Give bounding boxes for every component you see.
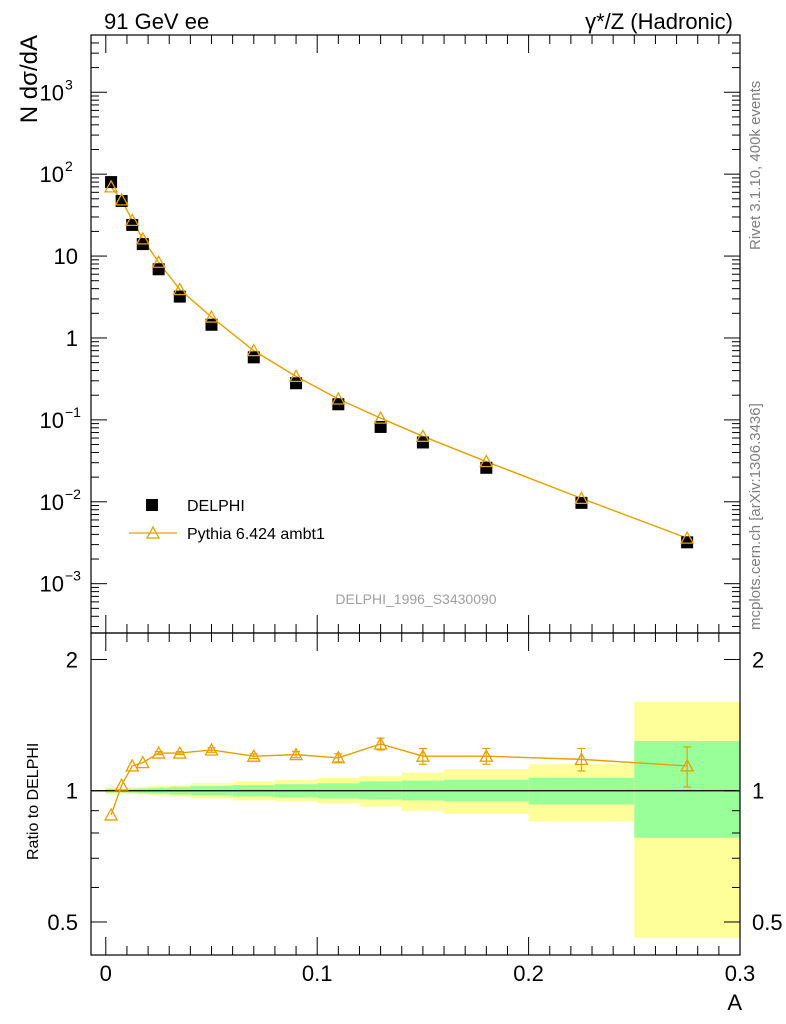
ratio-point [246,748,261,762]
data-point [416,436,429,449]
mc-curve [110,186,688,539]
mc-point [331,391,346,405]
data-point [681,536,694,549]
ratio-point [479,748,494,762]
data-point [290,377,303,390]
legend-marker-data [146,499,158,511]
header-right: γ*/Z (Hadronic) [585,9,733,34]
ratio-point [204,742,219,756]
ratio-y-tick-label: 0.5 [47,910,78,935]
ratio-y-tick-label-right: 1 [752,779,764,804]
ratio-y-tick-label-right: 2 [752,647,764,672]
ratio-point [373,736,388,750]
mc-point [151,254,166,268]
y-tick-label: 1 [66,326,78,351]
data-point [152,263,165,276]
ratio-y-tick-label: 1 [66,779,78,804]
main-panel-frame [90,34,741,634]
ratio-y-tick-label-right: 0.5 [752,910,783,935]
data-point [480,461,493,474]
y-tick-label: 10 [40,572,64,597]
y-tick-exponent: −1 [65,404,81,420]
ratio-panel-content [103,736,695,821]
data-point [115,195,128,208]
mc-point [125,212,140,226]
ratio-bands [105,701,740,938]
watermark: DELPHI_1996_S3430090 [335,591,496,607]
mc-point [415,428,430,442]
ratio-panel-frame [90,632,741,956]
ratio-point [288,747,304,761]
y-tick-label: 10 [40,408,64,433]
ratio-y-tick-label: 2 [66,647,78,672]
x-tick-label: 0.1 [302,961,333,986]
y-tick-exponent: 3 [65,76,73,92]
ratio-x-ticks: 0 0.1 0.2 0.3 [100,633,756,986]
ratio-point [114,777,129,791]
ratio-y-axis-label: Ratio to DELPHI [25,743,42,860]
main-y-axis-label: N dσ/dA [16,35,43,123]
header-left: 91 GeV ee [104,9,209,34]
legend-label-data: DELPHI [187,498,245,515]
y-tick-exponent: −3 [65,568,81,584]
ratio-point [415,748,430,762]
ratio-point [574,752,589,766]
data-point [205,318,218,331]
y-tick-label: 10 [40,80,64,105]
x-tick-label: 0.2 [513,961,544,986]
mc-point [135,231,150,245]
mc-point [172,282,187,296]
ratio-point [151,745,166,759]
main-panel-content [103,176,695,549]
y-tick-exponent: −2 [65,486,81,502]
y-tick-label: 10 [54,244,78,269]
ratio-point [680,758,695,772]
ratio-point [125,758,140,772]
y-tick-exponent: 2 [65,158,73,174]
x-tick-label: 0 [100,961,112,986]
mc-point [288,368,304,382]
x-axis-label: A [727,990,742,1015]
side-label-rivet: Rivet 3.1.10, 400k events [747,81,764,250]
y-tick-label: 10 [40,162,64,187]
ratio-panel: 0.5 0.5 1 1 2 2 0 0.1 0.2 0.3 Ratio to DELPHI A [25,632,783,1015]
mc-point [103,179,119,193]
side-label-mcplots: mcplots.cern.ch [arXiv:1306.3436] [747,403,764,630]
mc-point [246,343,261,357]
x-tick-label: 0.3 [725,961,756,986]
mc-point [680,530,695,544]
mc-point [373,410,388,424]
legend: DELPHI Pythia 6.424 ambt1 [129,498,325,543]
ratio-point [172,745,187,759]
data-point [374,420,387,433]
main-x-ticks [105,35,741,633]
mc-point [114,192,129,206]
y-tick-label: 10 [40,490,64,515]
mc-point [204,309,219,323]
mc-point [574,491,589,505]
legend-marker-mc [145,525,161,539]
ratio-point [331,750,346,764]
data-point [247,351,260,364]
legend-label-mc: Pythia 6.424 ambt1 [187,526,325,543]
mc-point [479,454,494,468]
ratio-point [103,807,119,821]
ratio-point [135,755,150,769]
ratio-y-ticks: 0.5 0.5 1 1 2 2 [47,647,782,935]
data-point [173,290,186,303]
